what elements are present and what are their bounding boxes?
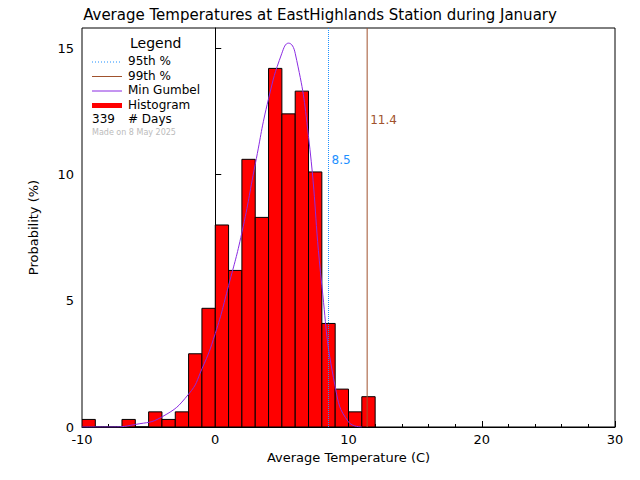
svg-text:Made on 8 May 2025: Made on 8 May 2025 — [92, 128, 176, 137]
svg-text:20: 20 — [473, 432, 490, 447]
svg-text:8.5: 8.5 — [332, 153, 351, 167]
svg-text:30: 30 — [607, 432, 624, 447]
svg-text:Probability (%): Probability (%) — [26, 180, 41, 275]
svg-text:95th %: 95th % — [128, 54, 171, 68]
svg-text:Average Temperature (C): Average Temperature (C) — [267, 450, 430, 465]
svg-text:5: 5 — [66, 293, 74, 308]
svg-text:Min Gumbel: Min Gumbel — [128, 83, 200, 97]
svg-text:10: 10 — [57, 167, 74, 182]
svg-text:0: 0 — [211, 432, 219, 447]
svg-text:# Days: # Days — [128, 112, 172, 126]
svg-text:99th %: 99th % — [128, 69, 171, 83]
svg-text:10: 10 — [340, 432, 357, 447]
svg-text:Average Temperatures at EastHi: Average Temperatures at EastHighlands St… — [83, 6, 557, 24]
svg-text:339: 339 — [92, 112, 115, 126]
svg-text:Histogram: Histogram — [128, 98, 190, 112]
svg-text:11.4: 11.4 — [370, 113, 397, 127]
svg-text:15: 15 — [57, 41, 74, 56]
svg-text:-10: -10 — [71, 432, 92, 447]
svg-text:Legend: Legend — [130, 35, 181, 51]
svg-text:0: 0 — [65, 419, 74, 435]
